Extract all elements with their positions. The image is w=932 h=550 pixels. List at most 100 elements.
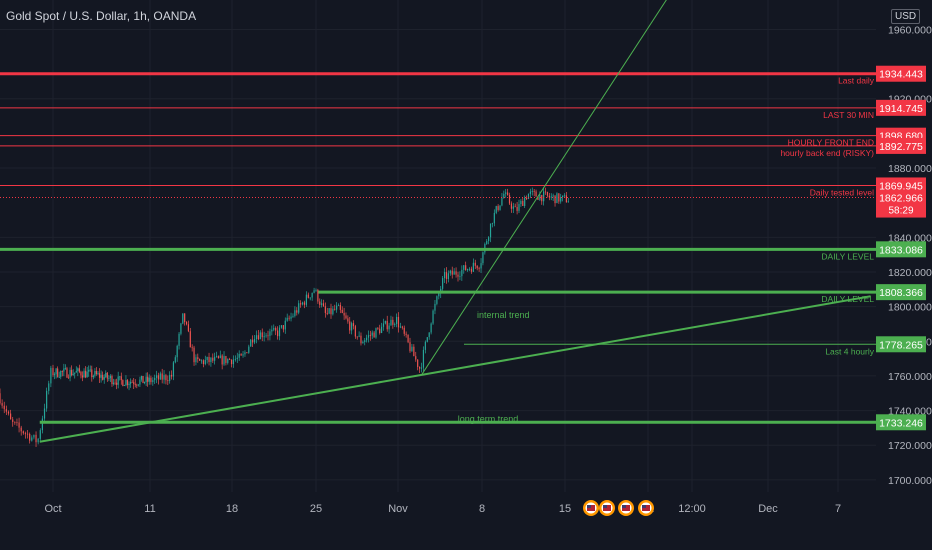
candle-body <box>301 302 304 305</box>
candle-body <box>89 369 91 371</box>
price-tag-label: 1934.443 <box>879 69 923 81</box>
candle-body <box>69 369 71 378</box>
candle-body <box>81 375 84 378</box>
candle-body <box>155 375 158 378</box>
candle-body <box>91 369 93 378</box>
candle-body <box>184 313 186 322</box>
candle-body <box>336 305 338 310</box>
candle-body <box>14 421 16 423</box>
price-tag-background <box>876 99 926 116</box>
candle-body <box>349 321 351 331</box>
price-tag-label: 1833.086 <box>879 244 923 256</box>
candle-body <box>117 376 119 385</box>
candle-body <box>148 377 150 382</box>
x-tick-label: Nov <box>388 503 408 515</box>
level-label: Last 4 hourly <box>825 346 874 356</box>
candle-body <box>29 433 31 441</box>
candle-body <box>424 341 426 350</box>
candle-body <box>5 409 7 412</box>
candle-body <box>480 263 482 269</box>
candle-body <box>426 337 428 342</box>
candle-body <box>529 191 531 194</box>
candle-body <box>26 433 29 435</box>
candle-body <box>567 201 569 203</box>
x-tick-label: 18 <box>226 503 238 515</box>
candle-body <box>1 403 3 406</box>
candle-body <box>377 328 379 329</box>
candle-body <box>145 376 147 383</box>
candle-body <box>510 203 513 209</box>
candle-body <box>562 195 564 198</box>
candle-body <box>92 375 94 378</box>
x-tick-label: 25 <box>310 503 322 515</box>
candle-body <box>364 340 366 342</box>
candle-body <box>499 205 501 210</box>
y-tick-label: 1700.000 <box>888 475 932 487</box>
candle-body <box>522 200 524 207</box>
candle-body <box>390 319 392 326</box>
candle-body <box>206 356 208 360</box>
candle-body <box>72 373 74 376</box>
candle-body <box>112 382 115 385</box>
candle-body <box>518 204 520 211</box>
level-label: hourly back end (RISKY) <box>780 148 874 158</box>
candle-body <box>411 346 413 352</box>
economic-events[interactable] <box>583 500 654 516</box>
price-tag-label: 1892.775 <box>879 141 923 153</box>
candle-body <box>422 349 425 368</box>
candle-body <box>165 375 167 381</box>
currency-button[interactable]: USD <box>891 9 921 24</box>
candle-body <box>191 347 193 349</box>
candle-body <box>465 265 467 271</box>
y-tick-label: 1880.000 <box>888 163 932 175</box>
candle-body <box>419 366 421 369</box>
candle-body <box>505 192 507 194</box>
candle-body <box>328 308 330 314</box>
candle-body <box>157 375 160 380</box>
candle-body <box>255 335 258 340</box>
candle-body <box>39 430 41 439</box>
price-tag-label: 1914.745 <box>879 103 923 115</box>
price-tag-label: 1869.945 <box>879 180 923 192</box>
candle-body <box>535 191 537 197</box>
candle-body <box>88 369 90 372</box>
level-label: DAILY LEVEL <box>821 251 874 261</box>
candle-body <box>501 198 503 206</box>
candle-body <box>531 191 533 192</box>
x-tick-label: 8 <box>479 503 485 515</box>
candle-body <box>111 376 113 385</box>
candle-body <box>470 268 473 272</box>
price-tag-background <box>876 177 926 194</box>
candle-body <box>493 212 495 224</box>
candle-body <box>544 191 547 193</box>
candle-body <box>103 377 105 380</box>
candle-body <box>204 359 206 365</box>
current-price-tag-background <box>876 189 926 218</box>
candle-body <box>133 382 135 384</box>
candle-body <box>147 376 149 382</box>
candle-body <box>61 371 63 372</box>
candle-body <box>106 372 108 379</box>
candle-body <box>261 332 263 338</box>
candle-body <box>275 328 277 331</box>
candle-body <box>352 323 355 327</box>
candle-body <box>78 368 80 372</box>
candle-body <box>315 289 317 291</box>
candle-body <box>167 380 169 382</box>
candle-body <box>525 198 528 199</box>
x-tick-label: Oct <box>44 503 61 515</box>
candle-body <box>541 195 543 202</box>
candle-body <box>442 278 444 289</box>
candle-body <box>457 274 459 277</box>
candle-body <box>434 303 436 311</box>
candle-body <box>512 206 514 209</box>
candle-body <box>397 316 400 328</box>
candle-body <box>455 271 457 275</box>
candle-body <box>58 376 60 378</box>
candle-body <box>154 377 156 381</box>
candle-body <box>120 376 122 381</box>
candle-body <box>22 431 24 434</box>
candle-body <box>356 336 358 338</box>
